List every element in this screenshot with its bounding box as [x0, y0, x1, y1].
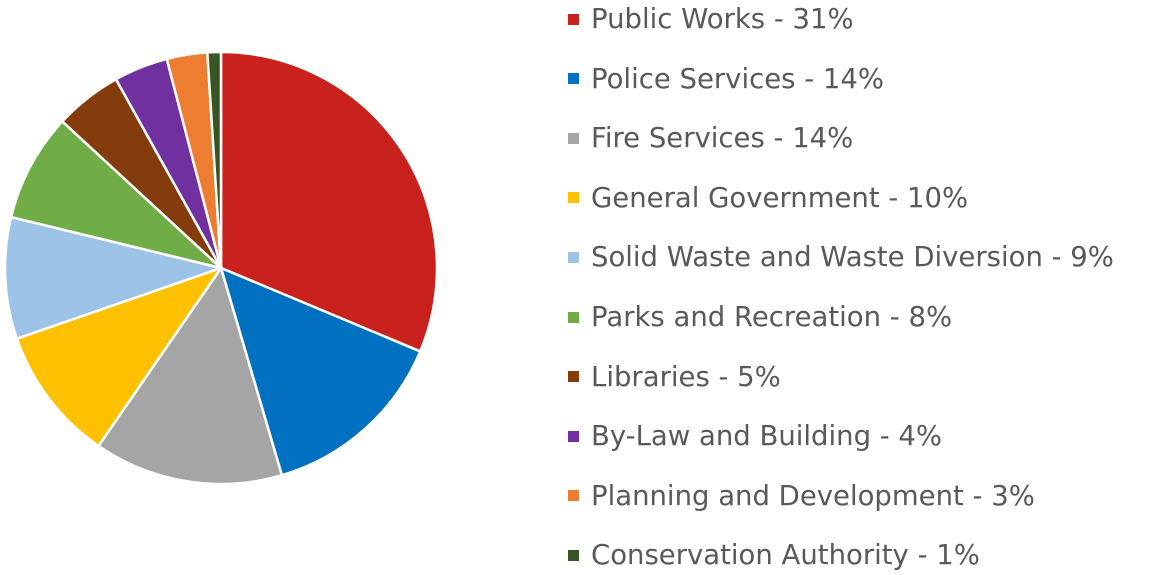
pie-slice-fire-services	[97, 266, 284, 486]
legend-item-public-works: Public Works - 31%	[568, 0, 854, 39]
legend-label: Fire Services - 14%	[591, 122, 854, 155]
legend-swatch	[568, 490, 579, 502]
legend-item-planning-and-development: Planning and Development - 3%	[568, 476, 1035, 516]
legend-item-by-law-and-building: By-Law and Building - 4%	[568, 416, 942, 456]
legend-item-libraries: Libraries - 5%	[568, 357, 781, 397]
legend-swatch	[568, 311, 579, 323]
legend-item-fire-services: Fire Services - 14%	[568, 118, 853, 158]
pie-slice-public-works	[219, 50, 439, 353]
legend-swatch	[568, 549, 579, 561]
pie-slice-general-government	[15, 266, 223, 448]
legend-swatch	[568, 430, 579, 442]
legend-label: Police Services - 14%	[591, 62, 884, 95]
legend-label: Planning and Development - 3%	[591, 479, 1035, 512]
legend-item-conservation-authority: Conservation Authority - 1%	[568, 535, 980, 575]
legend-swatch	[568, 13, 579, 25]
legend-item-solid-waste-and-waste-diversion: Solid Waste and Waste Diversion - 9%	[568, 237, 1114, 277]
legend-label: General Government - 10%	[591, 181, 969, 214]
legend-swatch	[568, 371, 579, 383]
legend-swatch	[568, 251, 579, 263]
legend-label: By-Law and Building - 4%	[591, 420, 943, 453]
pie-slice-parks-and-recreation	[9, 120, 223, 270]
legend-swatch	[568, 73, 579, 85]
legend-item-general-government: General Government - 10%	[568, 178, 968, 218]
legend-label: Conservation Authority - 1%	[591, 539, 980, 572]
legend-swatch	[568, 192, 579, 204]
legend-item-police-services: Police Services - 14%	[568, 59, 884, 99]
pie-slice-solid-waste-and-waste-diversion	[3, 215, 223, 340]
legend-swatch	[568, 132, 579, 144]
pie-slice-conservation-authority	[206, 50, 223, 270]
legend-label: Libraries - 5%	[591, 360, 781, 393]
chart-legend: Public Works - 31% Police Services - 14% F…	[568, 0, 1155, 571]
legend-label: Solid Waste and Waste Diversion - 9%	[591, 241, 1114, 274]
legend-label: Public Works - 31%	[591, 3, 854, 35]
pie-slice-police-services	[219, 266, 422, 477]
legend-item-parks-and-recreation: Parks and Recreation - 8%	[568, 297, 952, 337]
pie-chart	[3, 50, 439, 486]
legend-label: Parks and Recreation - 8%	[591, 301, 953, 333]
